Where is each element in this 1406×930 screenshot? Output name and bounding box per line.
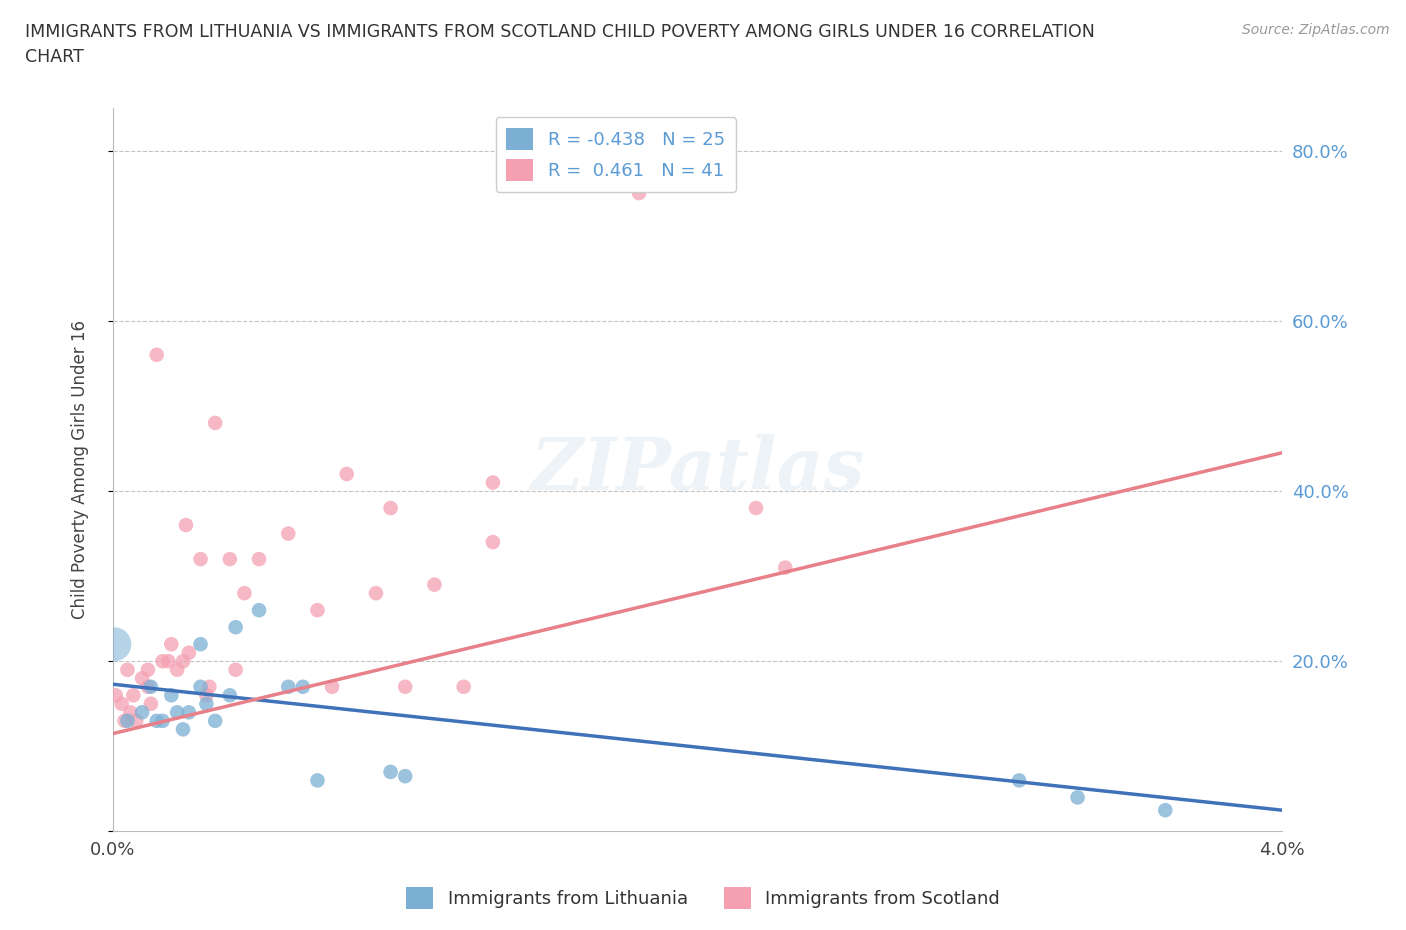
Point: [225, 662, 247, 677]
Point: [104, 688, 127, 703]
Point: [114, 713, 136, 728]
Point: [1008, 773, 1031, 788]
Point: [225, 619, 247, 634]
Point: [145, 348, 167, 363]
Point: [172, 654, 194, 669]
Point: [117, 662, 139, 677]
Point: [423, 578, 446, 592]
Point: [307, 603, 329, 618]
Text: ZIPatlas: ZIPatlas: [530, 434, 865, 505]
Point: [1066, 790, 1088, 804]
Point: [120, 705, 142, 720]
Point: [291, 679, 314, 694]
Point: [136, 662, 159, 677]
Point: [453, 679, 475, 694]
Point: [157, 654, 180, 669]
Point: [190, 637, 212, 652]
Point: [247, 603, 270, 618]
Point: [190, 551, 212, 566]
Point: [117, 713, 139, 728]
Legend: Immigrants from Lithuania, Immigrants from Scotland: Immigrants from Lithuania, Immigrants fr…: [399, 880, 1007, 916]
Point: [195, 697, 218, 711]
Point: [166, 662, 188, 677]
Point: [131, 705, 153, 720]
Point: [152, 654, 174, 669]
Point: [103, 637, 125, 652]
Point: [380, 764, 402, 779]
Point: [482, 475, 505, 490]
Point: [125, 713, 148, 728]
Point: [131, 671, 153, 685]
Point: [111, 697, 134, 711]
Point: [773, 560, 796, 575]
Point: [152, 713, 174, 728]
Text: IMMIGRANTS FROM LITHUANIA VS IMMIGRANTS FROM SCOTLAND CHILD POVERTY AMONG GIRLS : IMMIGRANTS FROM LITHUANIA VS IMMIGRANTS …: [25, 23, 1095, 66]
Point: [482, 535, 505, 550]
Point: [122, 688, 145, 703]
Point: [277, 526, 299, 541]
Point: [745, 500, 768, 515]
Point: [160, 637, 183, 652]
Point: [166, 705, 188, 720]
Point: [1154, 803, 1177, 817]
Point: [174, 518, 197, 533]
Point: [136, 679, 159, 694]
Point: [628, 186, 651, 201]
Point: [336, 467, 359, 482]
Point: [160, 688, 183, 703]
Point: [172, 722, 194, 737]
Point: [277, 679, 299, 694]
Point: [204, 416, 226, 431]
Point: [190, 679, 212, 694]
Point: [380, 500, 402, 515]
Point: [218, 551, 240, 566]
Text: Source: ZipAtlas.com: Source: ZipAtlas.com: [1241, 23, 1389, 37]
Y-axis label: Child Poverty Among Girls Under 16: Child Poverty Among Girls Under 16: [72, 320, 89, 619]
Point: [394, 769, 416, 784]
Point: [204, 713, 226, 728]
Point: [364, 586, 387, 601]
Point: [139, 679, 162, 694]
Point: [307, 773, 329, 788]
Point: [177, 705, 200, 720]
Point: [233, 586, 256, 601]
Point: [394, 679, 416, 694]
Point: [321, 679, 343, 694]
Point: [177, 645, 200, 660]
Point: [145, 713, 167, 728]
Point: [198, 679, 221, 694]
Point: [218, 688, 240, 703]
Point: [247, 551, 270, 566]
Point: [195, 688, 218, 703]
Point: [139, 697, 162, 711]
Legend: R = -0.438   N = 25, R =  0.461   N = 41: R = -0.438 N = 25, R = 0.461 N = 41: [495, 117, 735, 192]
